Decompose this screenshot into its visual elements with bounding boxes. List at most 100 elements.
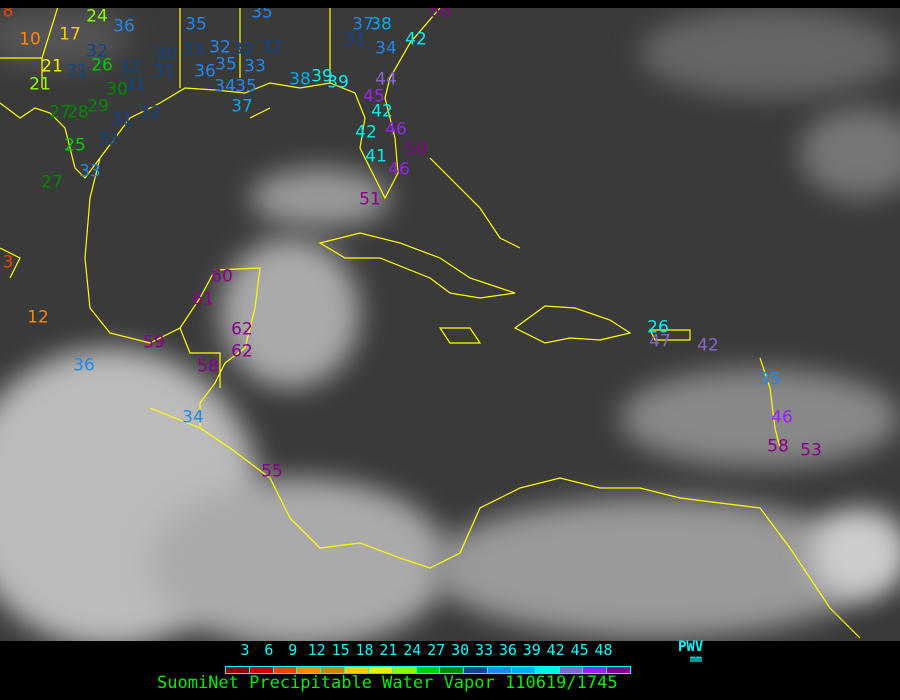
station-pwv-value: 39: [327, 72, 349, 93]
legend-tick: 39: [522, 641, 541, 659]
legend-color-swatch: [511, 667, 536, 673]
station-pwv-value: 60: [211, 266, 233, 287]
legend-tick: 6: [264, 641, 274, 659]
legend-color-swatch: [464, 667, 489, 673]
station-pwv-value: 42: [355, 122, 377, 143]
station-pwv-value: 31: [344, 29, 366, 50]
station-pwv-value: 35: [759, 369, 781, 390]
station-pwv-value: 39: [311, 66, 333, 87]
station-pwv-value: 58: [197, 356, 219, 377]
legend-tick: 45: [570, 641, 589, 659]
station-pwv-value: 35: [185, 14, 207, 35]
station-pwv-value: 36: [113, 16, 135, 37]
legend-tick: 24: [403, 641, 422, 659]
legend-unit: mm: [690, 654, 703, 665]
satellite-image: 8 10 17 24 21 21 32 26 31 32 30 31 27 28 29 31 32 25 32 33 2…: [0, 8, 900, 641]
legend-tick: 15: [331, 641, 350, 659]
legend-label: PWV: [678, 639, 704, 655]
station-pwv-value: 32: [209, 37, 231, 58]
legend-color-swatch: [297, 667, 322, 673]
station-pwv-value: 34: [182, 407, 204, 428]
legend-tick: 18: [355, 641, 374, 659]
station-pwv-value: 35: [235, 76, 257, 97]
station-pwv-value: 59: [143, 332, 165, 353]
station-pwv-value: 41: [365, 146, 387, 167]
legend-tick: 9: [288, 641, 298, 659]
station-pwv-value: 45: [363, 86, 385, 107]
station-pwv-value: 3: [2, 252, 14, 273]
station-pwv-value: 62: [231, 319, 253, 340]
station-pwv-value: 32: [119, 57, 141, 78]
station-pwv-value: 17: [59, 24, 81, 45]
legend-color-swatch: [368, 667, 393, 673]
legend-color-swatch: [416, 667, 441, 673]
station-pwv-value: 30: [106, 79, 128, 100]
station-pwv-value: 58: [767, 436, 789, 457]
legend-color-swatch: [249, 667, 274, 673]
station-pwv-value: 29: [87, 96, 109, 117]
station-pwv-value: 25: [64, 135, 86, 156]
legend-color-swatch: [488, 667, 512, 673]
legend-color-swatch: [273, 667, 298, 673]
station-pwv-value: 42: [405, 29, 427, 50]
station-pwv-value: 26: [91, 55, 113, 76]
station-pwv-value: 30: [155, 44, 177, 65]
legend-tick: 3: [240, 641, 250, 659]
station-pwv-value: 36: [194, 61, 216, 82]
legend-color-swatch: [226, 667, 250, 673]
map-title: SuomiNet Precipitable Water Vapor 110619…: [157, 673, 618, 693]
station-pwv-value: 32: [86, 41, 108, 62]
station-pwv-value: 35: [251, 8, 273, 23]
station-pwv-value: 44: [375, 69, 397, 90]
legend-color-swatch: [392, 667, 417, 673]
legend-tick: 21: [379, 641, 398, 659]
station-pwv-value: 34: [375, 38, 397, 59]
station-pwv-value: 46: [388, 159, 410, 180]
legend-tick: 36: [498, 641, 517, 659]
station-pwv-value: 33: [182, 39, 204, 60]
station-pwv-value: 37: [231, 96, 253, 117]
station-pwv-value: 42: [697, 335, 719, 356]
color-scale-bar: [225, 666, 631, 674]
station-pwv-value: 61: [192, 289, 214, 310]
station-pwv-value: 38: [370, 14, 392, 35]
station-pwv-value: 24: [86, 8, 108, 27]
pwv-legend: 3 6 9 12 15 18 21 24 27 30 33 36 39 42 45 48 PWV mm Suo…: [0, 639, 900, 700]
station-pwv-value: 10: [19, 29, 41, 50]
legend-color-swatch: [583, 667, 608, 673]
legend-color-swatch: [607, 667, 631, 673]
station-pwv-value: 38: [289, 69, 311, 90]
station-pwv-value: 28: [67, 102, 89, 123]
station-pwv-value: 21: [29, 74, 51, 95]
station-pwv-value: 32: [232, 39, 254, 60]
station-pwv-value: 32: [97, 129, 119, 150]
station-pwv-value: 31: [153, 61, 175, 82]
station-pwv-value: 46: [771, 407, 793, 428]
station-pwv-value: 31: [124, 74, 146, 95]
station-pwv-value: 26: [647, 317, 669, 338]
station-pwv-value: 27: [49, 102, 71, 123]
station-pwv-value: 12: [27, 307, 49, 328]
legend-tick: 48: [594, 641, 613, 659]
station-pwv-value: 36: [73, 355, 95, 376]
station-pwv-value: 21: [41, 56, 63, 77]
coastline-overlay: [0, 8, 861, 639]
station-pwv-value: 53: [800, 440, 822, 461]
station-pwv-value: 42: [371, 101, 393, 122]
station-pwv-value: 35: [215, 54, 237, 75]
station-pwv-value: 56: [429, 8, 451, 22]
legend-color-swatch: [440, 667, 465, 673]
legend-tick: 12: [307, 641, 326, 659]
legend-tick: 27: [427, 641, 446, 659]
legend-color-swatch: [559, 667, 584, 673]
legend-color-swatch: [345, 667, 369, 673]
station-pwv-value: 47: [649, 331, 671, 352]
station-pwv-value: 32: [139, 102, 161, 123]
station-pwv-value: 27: [41, 172, 63, 193]
station-pwv-value: 32: [261, 37, 283, 58]
station-pwv-value: 33: [79, 161, 101, 182]
legend-color-swatch: [535, 667, 560, 673]
station-pwv-value: 31: [66, 61, 88, 82]
station-pwv-value: 46: [385, 119, 407, 140]
